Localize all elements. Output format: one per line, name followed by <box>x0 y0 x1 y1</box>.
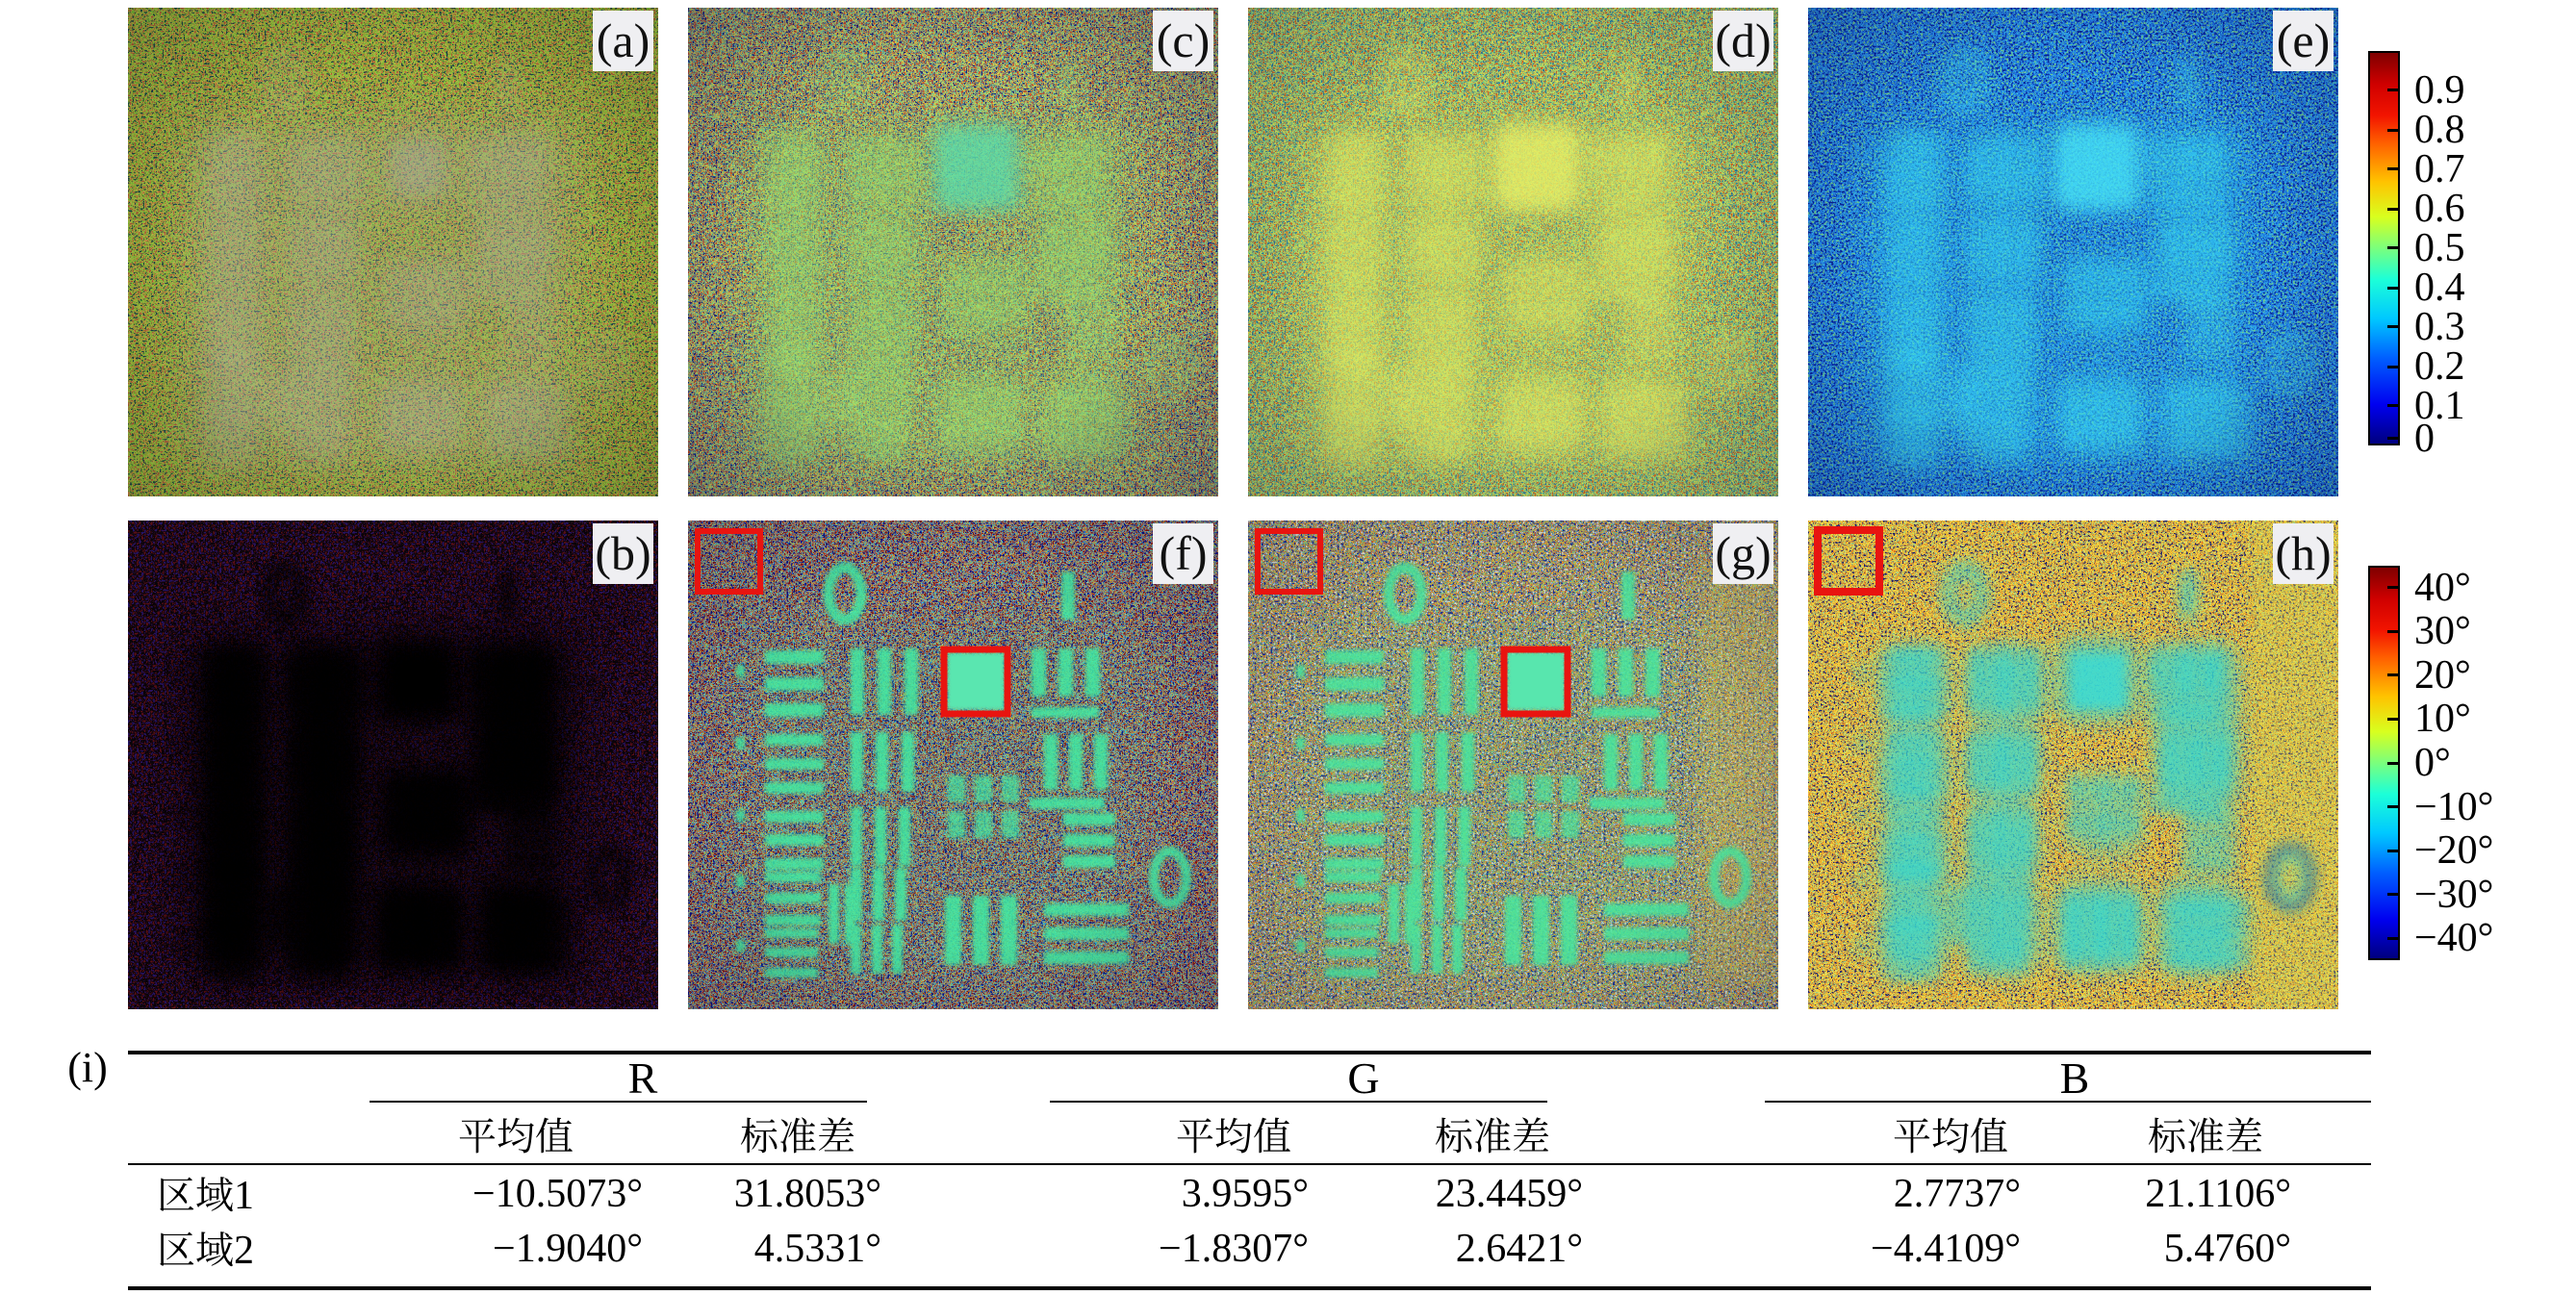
svg-text:1: 1 <box>234 1174 254 1218</box>
svg-text:2: 2 <box>234 1229 254 1273</box>
